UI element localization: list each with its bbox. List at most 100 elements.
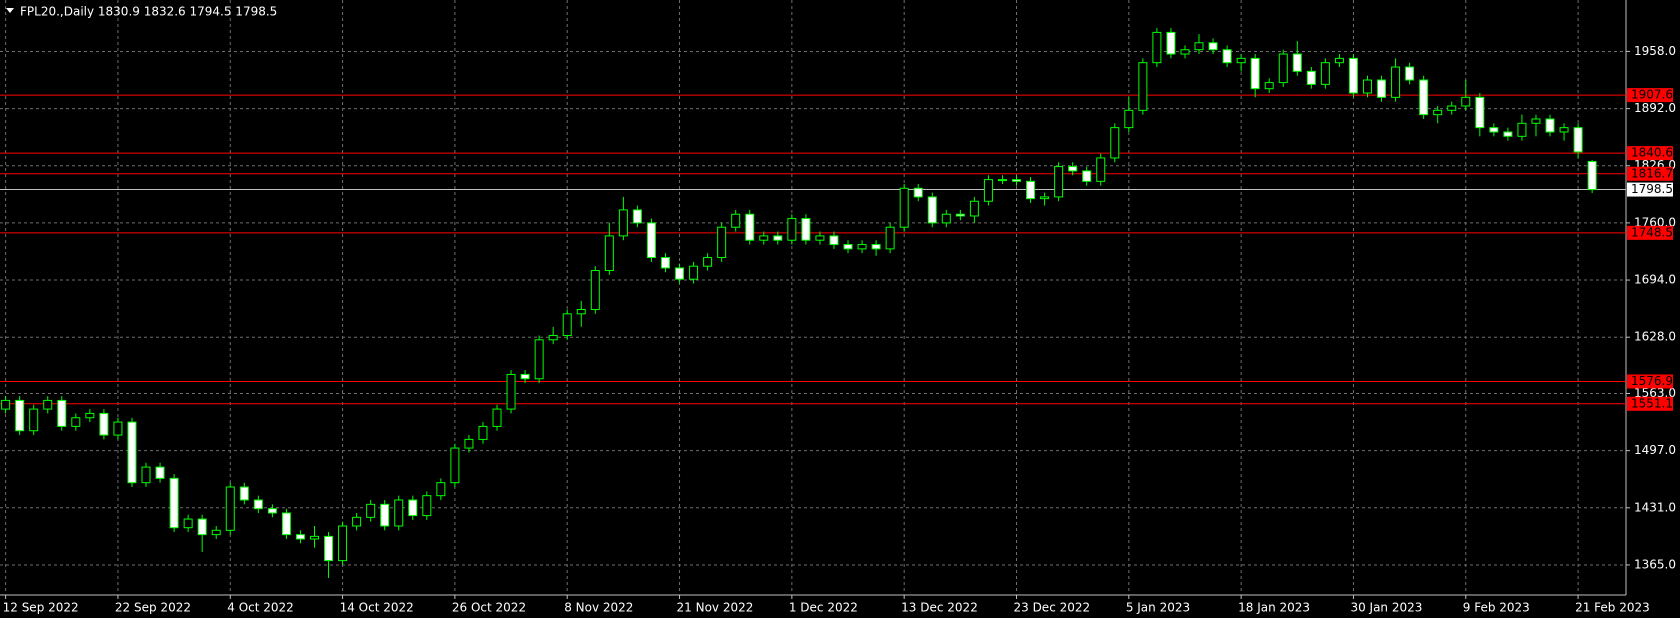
candle-body [1222, 49, 1232, 64]
candle-body [71, 417, 81, 427]
candle-body [562, 313, 572, 336]
candle-body [703, 257, 713, 267]
x-tick-label: 22 Sep 2022 [115, 601, 191, 615]
menu-arrow[interactable] [6, 8, 14, 13]
candle-body [675, 267, 685, 280]
x-tick-label: 21 Nov 2022 [677, 601, 754, 615]
candle-body [1377, 79, 1387, 98]
candle-body [997, 179, 1007, 182]
candle-body [717, 226, 727, 259]
x-tick-label: 9 Feb 2023 [1463, 601, 1530, 615]
level-label-box [1627, 396, 1673, 411]
candle-body [1391, 66, 1401, 98]
candle-body [1208, 42, 1218, 51]
candle-body [1545, 118, 1555, 133]
candle-body [773, 235, 783, 241]
y-tick-label: 1497.0 [1634, 443, 1676, 457]
candle-body [464, 438, 474, 449]
candle-body [1531, 118, 1541, 124]
candle-body [1489, 127, 1499, 133]
candle-body [899, 187, 909, 228]
candle-body [1236, 57, 1246, 64]
level-label: 1816.7 [1631, 166, 1673, 180]
candle-body [604, 235, 614, 272]
candle-body [1068, 166, 1078, 172]
candle-body [211, 529, 221, 536]
candle-body [1362, 79, 1372, 94]
candle-body [745, 213, 755, 241]
x-tick-label: 26 Oct 2022 [452, 601, 526, 615]
candle-body [183, 518, 193, 529]
candle-body [380, 503, 390, 527]
candle-body [1320, 62, 1330, 85]
candle-body [1306, 70, 1316, 85]
x-tick-label: 5 Jan 2023 [1126, 601, 1190, 615]
x-tick-label: 4 Oct 2022 [227, 601, 294, 615]
candle-body [99, 412, 109, 436]
candle-body [450, 447, 460, 484]
candle-body [689, 265, 699, 280]
level-label: 1551.1 [1631, 396, 1673, 410]
candle-body [969, 200, 979, 217]
candle-body [57, 399, 67, 427]
candle-body [1194, 42, 1204, 51]
candle-body [1587, 161, 1597, 191]
candle-body [15, 399, 25, 432]
candle-body [618, 209, 628, 237]
candle-body [632, 209, 642, 224]
candle-body [1011, 179, 1021, 182]
candle-body [1166, 31, 1176, 55]
candle-body [759, 235, 769, 241]
candle-body [492, 408, 502, 427]
candle-body [941, 213, 951, 224]
candle-body [1082, 170, 1092, 182]
level-label-box [1627, 225, 1673, 240]
x-tick-label: 8 Nov 2022 [564, 601, 633, 615]
candle-body [1278, 53, 1288, 84]
candle-body [1573, 127, 1583, 153]
y-tick-label: 1431.0 [1634, 500, 1676, 514]
candle-body [885, 226, 895, 250]
candle-body [324, 535, 334, 562]
candle-body [1517, 122, 1527, 137]
candle-body [815, 235, 825, 241]
candle-body [113, 421, 123, 436]
x-tick-label: 12 Sep 2022 [3, 601, 79, 615]
y-tick-label: 1563.0 [1634, 386, 1676, 400]
level-label: 1748.5 [1631, 225, 1673, 239]
candle-body [1292, 53, 1302, 72]
candle-body [1334, 57, 1344, 64]
candle-body [801, 218, 811, 241]
last-price-box [1627, 182, 1673, 197]
candle-body [1475, 96, 1485, 129]
candle-body [295, 534, 305, 540]
x-tick-label: 23 Dec 2022 [1013, 601, 1090, 615]
candle-body [197, 518, 207, 536]
candle-body [1096, 157, 1106, 182]
candle-body [394, 499, 404, 527]
candle-body [366, 503, 376, 518]
level-label-box [1627, 146, 1673, 161]
candle-body [871, 244, 881, 250]
candle-body [506, 373, 516, 410]
candle-body [29, 408, 39, 432]
candle-body [660, 257, 670, 269]
level-label: 1907.6 [1631, 88, 1673, 102]
candle-body [127, 421, 137, 484]
candle-body [927, 196, 937, 224]
candle-body [1559, 127, 1569, 133]
candle-body [731, 213, 741, 228]
candle-body [548, 334, 558, 341]
level-label-box [1627, 374, 1673, 389]
candle-body [1348, 57, 1358, 94]
x-tick-label: 18 Jan 2023 [1238, 601, 1310, 615]
candle-body [253, 499, 263, 510]
candle-body [141, 466, 151, 484]
y-tick-label: 1628.0 [1634, 330, 1676, 344]
level-label-box [1627, 88, 1673, 103]
candle-body [1433, 109, 1443, 116]
candle-body [1447, 105, 1457, 111]
x-tick-label: 14 Oct 2022 [340, 601, 414, 615]
level-label: 1576.9 [1631, 374, 1673, 388]
